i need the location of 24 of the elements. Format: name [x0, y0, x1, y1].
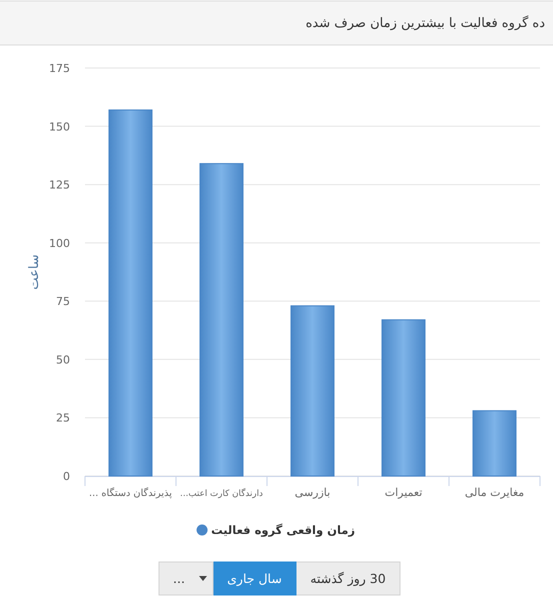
y-tick-label: 25 [56, 412, 70, 425]
button: سال جاری [212, 562, 296, 596]
y-tick-label: 50 [56, 353, 70, 366]
legend: زمان واقعی گروه فعالیت [196, 523, 355, 537]
y-tick-label: 75 [56, 295, 70, 308]
y-tick-label: 0 [63, 470, 70, 483]
x-tick-label: پذیرندگان دستگاه ... [89, 487, 172, 499]
y-tick-label: 175 [49, 62, 70, 75]
x-tick-label: بازرسی [294, 486, 330, 499]
bar [200, 163, 244, 476]
bar [108, 109, 152, 476]
x-tick-label: دارندگان کارت اعتب... [180, 488, 264, 499]
x-tick-label: مغایرت مالی [464, 486, 524, 499]
y-axis-title: ساعت [27, 254, 42, 290]
bar [382, 319, 426, 476]
button: 30 روز گذشته [296, 562, 400, 596]
y-tick-label: 125 [49, 178, 70, 192]
bar [290, 305, 334, 476]
chart-title: ده گروه فعالیت با بیشترین زمان صرف شده [306, 15, 546, 31]
y-tick-label: 100 [49, 236, 70, 250]
x-tick-label: تعمیرات [384, 486, 422, 499]
button: ... [158, 562, 214, 596]
bar [472, 410, 516, 476]
y-tick-label: 150 [49, 120, 70, 134]
